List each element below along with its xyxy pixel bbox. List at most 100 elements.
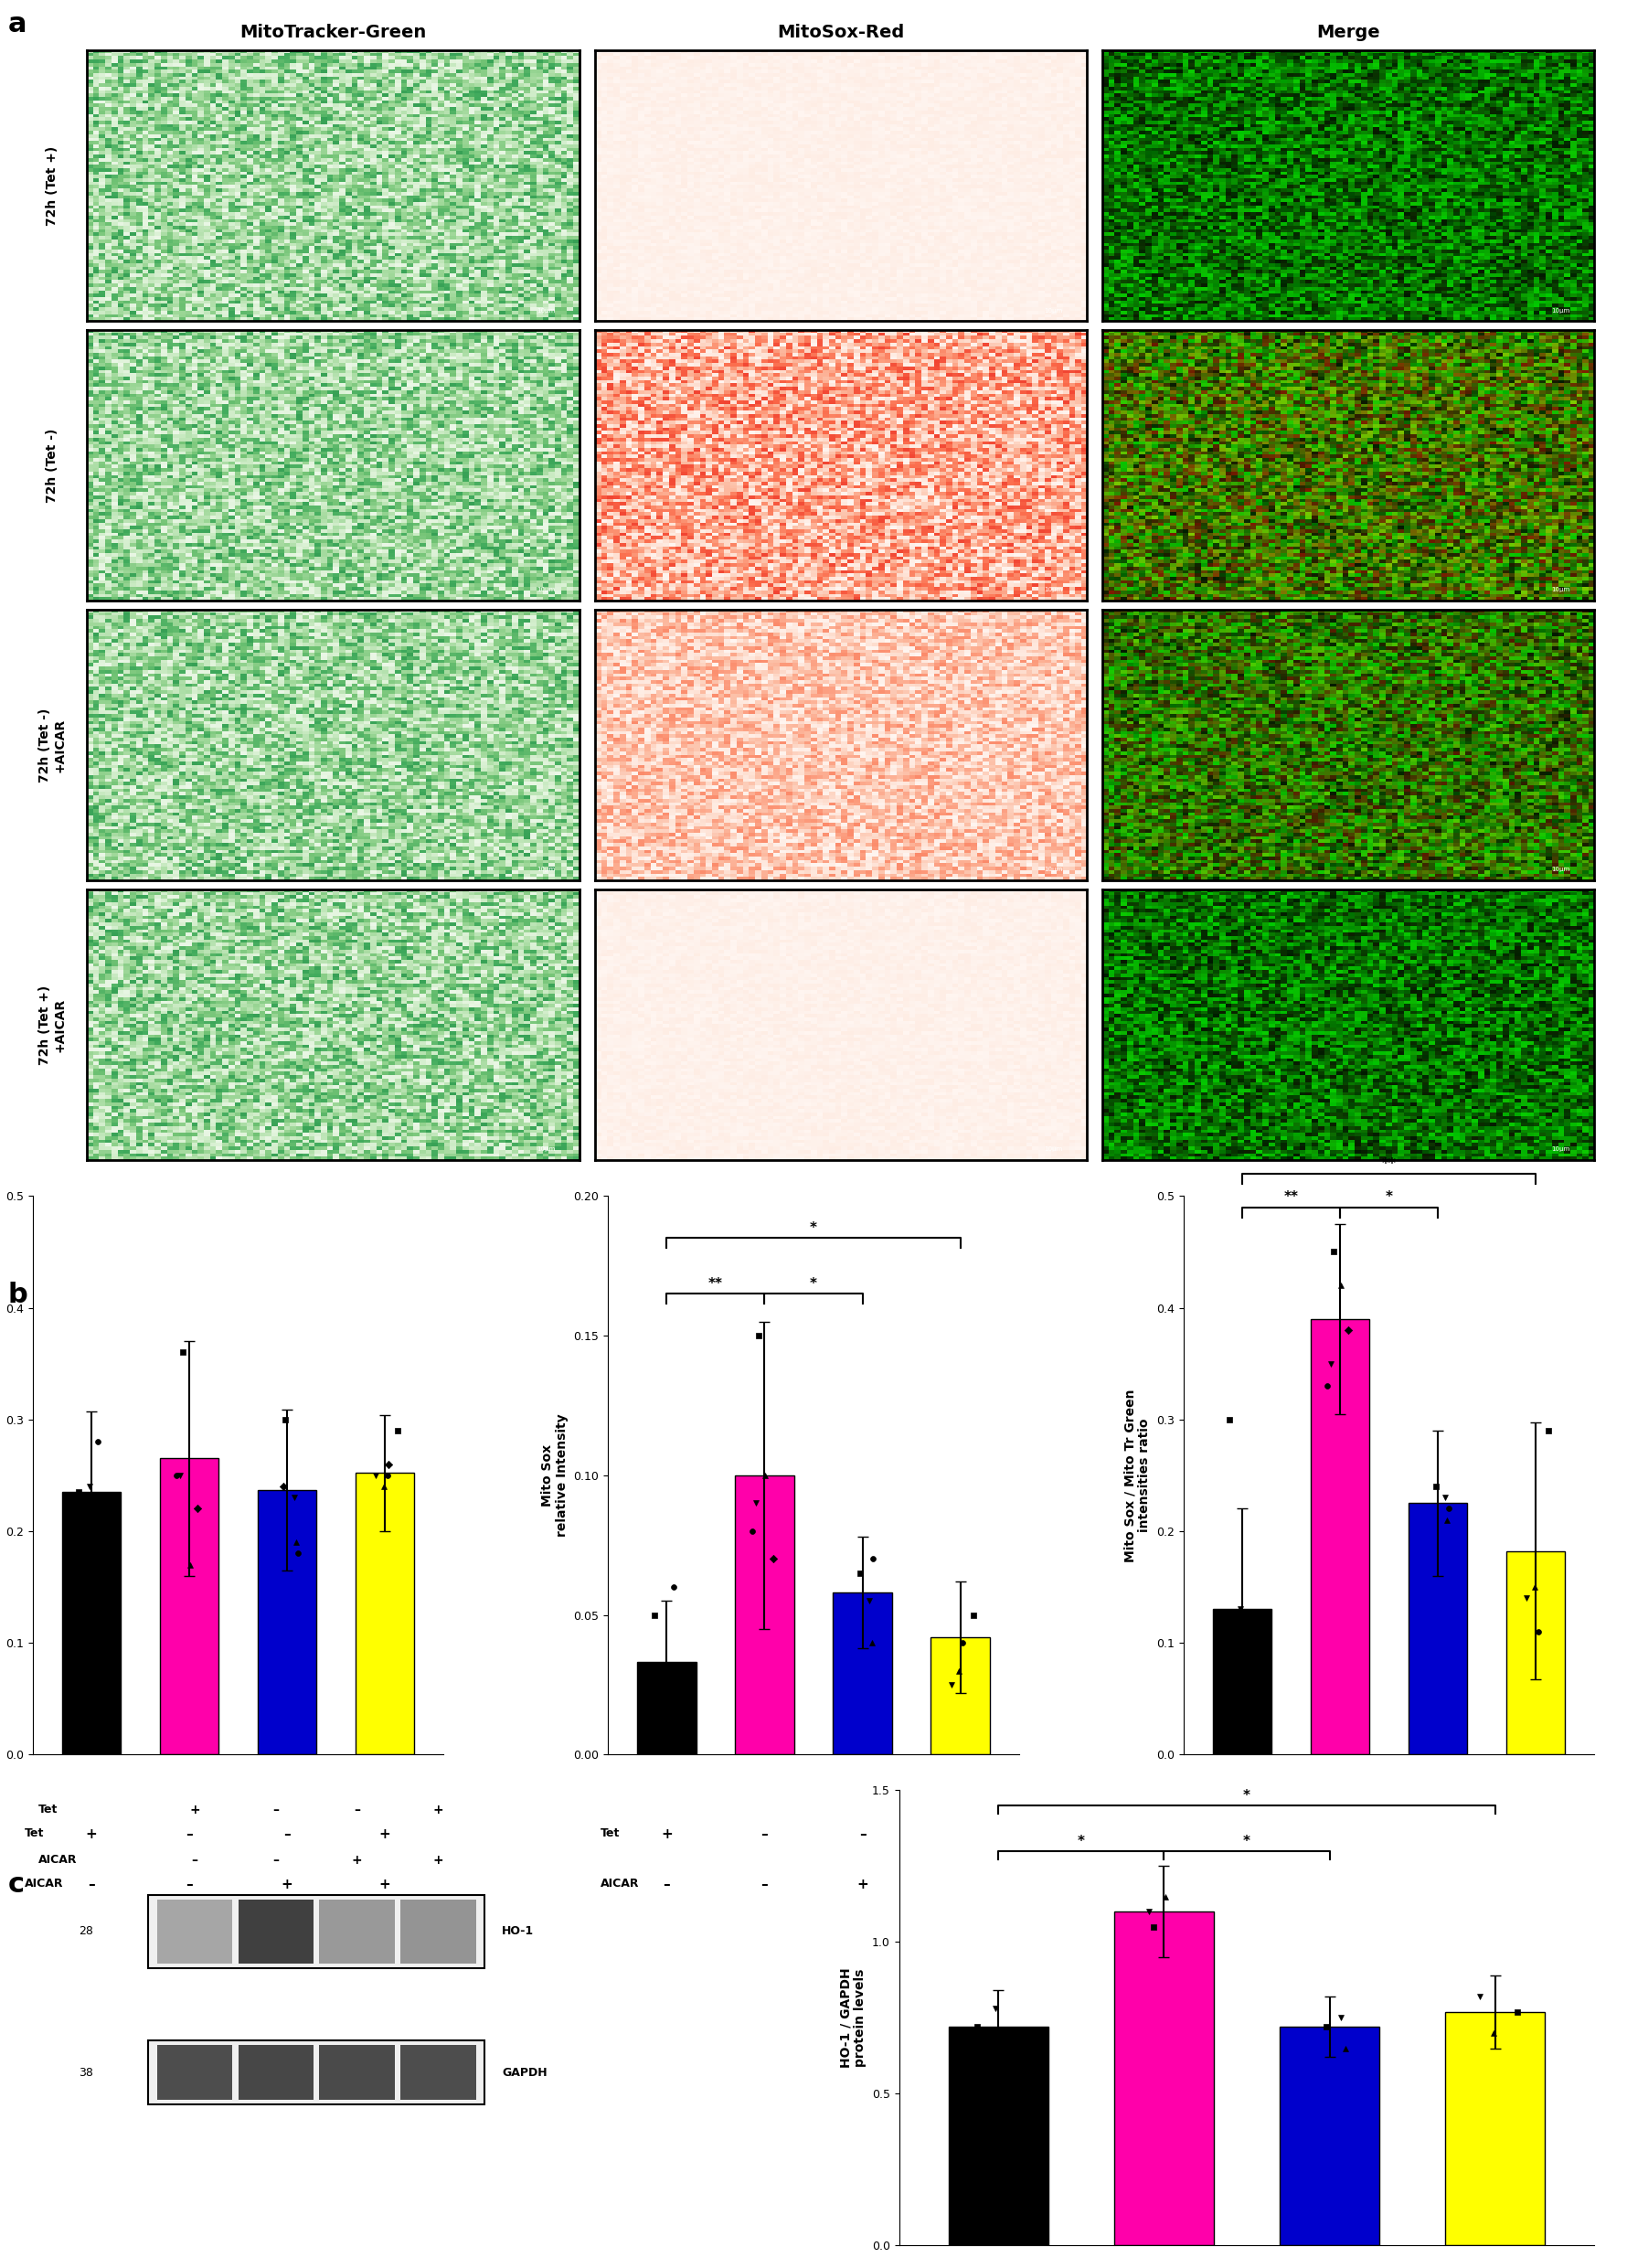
- Text: 10μm: 10μm: [1551, 308, 1570, 313]
- Point: [742, 1486, 768, 1522]
- Text: **: **: [1284, 1191, 1298, 1204]
- Text: +: +: [433, 1853, 444, 1867]
- Point: [1313, 2009, 1339, 2046]
- Text: HO-1: HO-1: [503, 1926, 534, 1937]
- Text: *: *: [810, 1277, 817, 1290]
- Text: +: +: [433, 1803, 444, 1817]
- Text: *: *: [1385, 1191, 1393, 1204]
- Point: [1433, 1501, 1459, 1538]
- Text: –: –: [273, 1803, 280, 1817]
- Bar: [400, 1901, 477, 1964]
- Text: AICAR: AICAR: [39, 1853, 76, 1867]
- Point: [859, 1624, 885, 1660]
- Text: +: +: [281, 1878, 293, 1892]
- Bar: [158, 2046, 233, 2100]
- Point: [86, 1501, 112, 1538]
- Bar: [355, 1472, 415, 1755]
- Point: [1333, 2030, 1359, 2066]
- Text: 10μm: 10μm: [537, 866, 555, 873]
- Text: 72h (Tet -)
+AICAR: 72h (Tet -) +AICAR: [39, 708, 67, 782]
- Text: c: c: [8, 1871, 24, 1898]
- Text: +: +: [856, 1878, 869, 1892]
- Bar: [148, 1896, 485, 1969]
- Text: –: –: [761, 1828, 768, 1842]
- Point: [1227, 1592, 1253, 1628]
- Bar: [319, 1901, 395, 1964]
- Text: 72h (Tet +)
+AICAR: 72h (Tet +) +AICAR: [39, 984, 67, 1064]
- Bar: [1212, 1610, 1272, 1755]
- Point: [856, 1583, 882, 1619]
- Point: [1513, 1581, 1539, 1617]
- Bar: [238, 2046, 314, 2100]
- Y-axis label: Mito Sox / Mito Tr Green
intensities ratio: Mito Sox / Mito Tr Green intensities rat…: [1124, 1388, 1152, 1563]
- Text: **: **: [708, 1277, 722, 1290]
- Point: [999, 2039, 1025, 2075]
- Text: –: –: [283, 1828, 291, 1842]
- Text: +: +: [351, 1853, 363, 1867]
- Point: [1235, 1658, 1261, 1694]
- Text: a: a: [8, 11, 28, 39]
- Text: –: –: [761, 1878, 768, 1892]
- Point: [76, 1467, 103, 1504]
- Bar: [238, 1901, 314, 1964]
- Point: [163, 1456, 189, 1492]
- Point: [1152, 1878, 1178, 1914]
- Bar: [1409, 1504, 1468, 1755]
- Text: Merge: Merge: [1316, 23, 1380, 41]
- Bar: [931, 1637, 989, 1755]
- Text: AICAR: AICAR: [1176, 1878, 1214, 1889]
- Point: [1141, 1910, 1167, 1946]
- Text: +: +: [189, 1803, 200, 1817]
- Bar: [400, 2046, 477, 2100]
- Text: AICAR: AICAR: [600, 1878, 639, 1889]
- Text: 10μm: 10μm: [537, 308, 555, 313]
- Point: [661, 1569, 687, 1606]
- Bar: [62, 1492, 120, 1755]
- Point: [285, 1535, 311, 1572]
- Point: [1318, 1345, 1344, 1381]
- Bar: [1280, 2028, 1380, 2245]
- Point: [93, 1513, 119, 1549]
- Text: AICAR: AICAR: [24, 1878, 63, 1889]
- Text: –: –: [88, 1878, 94, 1892]
- Text: b: b: [8, 1281, 28, 1309]
- Point: [371, 1467, 397, 1504]
- Point: [281, 1479, 308, 1515]
- Point: [965, 2009, 991, 2046]
- Bar: [159, 1458, 218, 1755]
- Bar: [1445, 2012, 1544, 2245]
- Text: 10μm: 10μm: [537, 1148, 555, 1152]
- Text: 10μm: 10μm: [1045, 866, 1062, 873]
- Point: [1238, 1613, 1264, 1649]
- Y-axis label: HO-1 / GAPDH
protein levels: HO-1 / GAPDH protein levels: [840, 1969, 867, 2068]
- Point: [168, 1456, 194, 1492]
- Text: –: –: [1336, 1878, 1344, 1892]
- Text: Tet: Tet: [1176, 1828, 1196, 1839]
- Point: [1321, 1234, 1347, 1270]
- Point: [1435, 1490, 1461, 1526]
- Text: –: –: [1336, 1828, 1344, 1842]
- Text: –: –: [664, 1878, 670, 1892]
- Point: [376, 1447, 402, 1483]
- Text: –: –: [355, 1803, 360, 1817]
- Text: 28: 28: [78, 1926, 93, 1937]
- Text: –: –: [185, 1878, 192, 1892]
- Bar: [148, 2041, 485, 2105]
- Bar: [638, 1662, 696, 1755]
- Point: [947, 1653, 973, 1690]
- Text: –: –: [185, 1828, 192, 1842]
- Bar: [1507, 1551, 1565, 1755]
- Point: [1432, 1479, 1458, 1515]
- Point: [386, 1413, 412, 1449]
- Text: +: +: [661, 1828, 672, 1842]
- Text: 72h (Tet +): 72h (Tet +): [46, 145, 59, 227]
- Text: Tet: Tet: [39, 1803, 59, 1817]
- Text: 10μm: 10μm: [1551, 1148, 1570, 1152]
- Text: –: –: [1435, 1828, 1442, 1842]
- Text: MitoSox-Red: MitoSox-Red: [778, 23, 905, 41]
- Text: *: *: [1243, 1835, 1251, 1848]
- Point: [1217, 1402, 1243, 1438]
- Text: +: +: [1237, 1828, 1248, 1842]
- Point: [184, 1490, 210, 1526]
- Text: +: +: [1529, 1828, 1541, 1842]
